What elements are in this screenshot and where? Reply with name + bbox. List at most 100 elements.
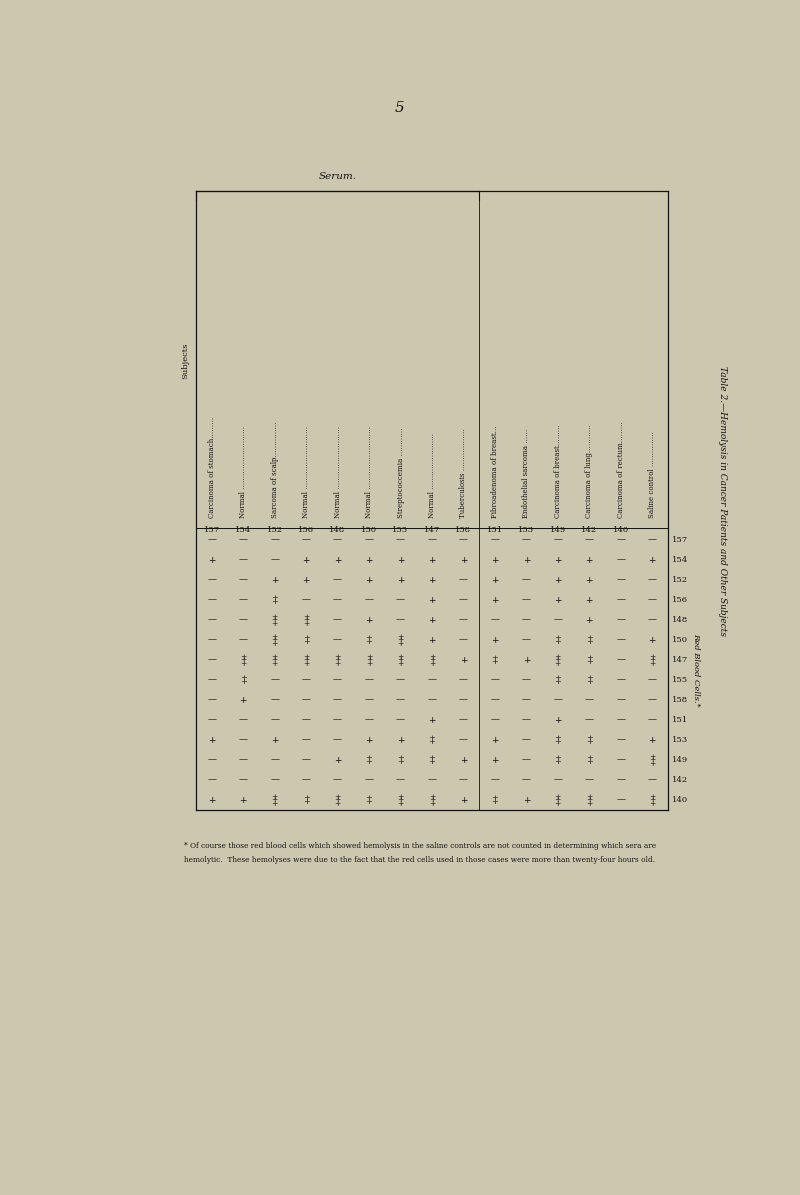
Text: —: — bbox=[396, 776, 405, 784]
Text: —: — bbox=[270, 535, 279, 545]
Text: —: — bbox=[490, 675, 499, 685]
Text: +: + bbox=[429, 660, 435, 668]
Text: +: + bbox=[649, 753, 655, 760]
Text: 142: 142 bbox=[672, 776, 688, 784]
Text: —: — bbox=[396, 615, 405, 625]
Text: —: — bbox=[616, 576, 626, 584]
Text: —: — bbox=[459, 675, 468, 685]
Text: Carcinoma of lung…………: Carcinoma of lung………… bbox=[586, 424, 594, 517]
Text: —: — bbox=[333, 595, 342, 605]
Text: +: + bbox=[271, 636, 278, 644]
Text: —: — bbox=[585, 776, 594, 784]
Text: Normal ………………………: Normal ……………………… bbox=[302, 425, 310, 517]
Text: +: + bbox=[271, 576, 278, 584]
Text: +: + bbox=[460, 656, 467, 664]
Text: —: — bbox=[616, 535, 626, 545]
Text: —: — bbox=[238, 716, 248, 724]
Text: +: + bbox=[240, 660, 246, 668]
Text: 149: 149 bbox=[550, 526, 566, 534]
Text: +: + bbox=[491, 657, 498, 666]
Text: Red Blood Cells.*: Red Blood Cells.* bbox=[692, 633, 700, 707]
Text: —: — bbox=[333, 615, 342, 625]
Text: —: — bbox=[333, 735, 342, 744]
Text: +: + bbox=[240, 656, 246, 664]
Text: —: — bbox=[616, 695, 626, 705]
Text: +: + bbox=[302, 576, 310, 584]
Text: 158: 158 bbox=[672, 695, 688, 704]
Text: —: — bbox=[365, 716, 374, 724]
Text: —: — bbox=[490, 695, 499, 705]
Text: —: — bbox=[616, 636, 626, 644]
Text: —: — bbox=[333, 776, 342, 784]
Text: 151: 151 bbox=[672, 716, 688, 724]
Text: +: + bbox=[271, 594, 278, 602]
Text: 155: 155 bbox=[672, 676, 688, 684]
Text: —: — bbox=[302, 735, 310, 744]
Text: —: — bbox=[554, 535, 562, 545]
Text: +: + bbox=[208, 556, 215, 564]
Text: —: — bbox=[270, 675, 279, 685]
Text: +: + bbox=[334, 796, 341, 804]
Text: 154: 154 bbox=[235, 526, 251, 534]
Text: —: — bbox=[365, 595, 374, 605]
Text: 155: 155 bbox=[393, 526, 409, 534]
Text: +: + bbox=[303, 656, 310, 664]
Text: Normal ……………………: Normal …………………… bbox=[428, 433, 436, 517]
Text: +: + bbox=[366, 635, 373, 642]
Text: +: + bbox=[586, 556, 593, 564]
Text: +: + bbox=[366, 795, 373, 802]
Text: —: — bbox=[648, 535, 657, 545]
Text: 153: 153 bbox=[672, 736, 688, 744]
Text: +: + bbox=[649, 799, 655, 808]
Text: +: + bbox=[398, 792, 404, 801]
Text: Normal ………………………: Normal ……………………… bbox=[334, 425, 342, 517]
Text: +: + bbox=[586, 576, 593, 584]
Text: +: + bbox=[586, 796, 593, 804]
Text: +: + bbox=[586, 758, 593, 766]
Text: +: + bbox=[649, 652, 655, 661]
Text: +: + bbox=[586, 638, 593, 645]
Text: +: + bbox=[649, 735, 656, 744]
Text: —: — bbox=[427, 776, 437, 784]
Text: +: + bbox=[429, 656, 435, 664]
Text: +: + bbox=[366, 638, 373, 645]
Text: —: — bbox=[396, 535, 405, 545]
Text: * Of course those red blood cells which showed hemolysis in the saline controls : * Of course those red blood cells which … bbox=[184, 842, 656, 850]
Text: +: + bbox=[397, 758, 404, 766]
Text: Normal ………………………: Normal ……………………… bbox=[365, 425, 373, 517]
Text: +: + bbox=[491, 735, 498, 744]
Text: —: — bbox=[365, 776, 374, 784]
Text: +: + bbox=[428, 595, 436, 605]
Text: +: + bbox=[303, 652, 310, 661]
Text: —: — bbox=[616, 716, 626, 724]
Text: +: + bbox=[554, 716, 562, 724]
Text: Carcinoma of stomach………: Carcinoma of stomach……… bbox=[208, 417, 216, 517]
Text: —: — bbox=[616, 776, 626, 784]
Text: +: + bbox=[302, 635, 310, 642]
Text: +: + bbox=[554, 576, 562, 584]
Text: 147: 147 bbox=[672, 656, 688, 664]
Text: 151: 151 bbox=[487, 526, 503, 534]
Text: —: — bbox=[302, 716, 310, 724]
Text: —: — bbox=[522, 716, 531, 724]
Text: —: — bbox=[333, 636, 342, 644]
Text: 152: 152 bbox=[266, 526, 282, 534]
Text: +: + bbox=[649, 760, 655, 767]
Text: —: — bbox=[459, 716, 468, 724]
Text: 157: 157 bbox=[672, 537, 688, 544]
Text: —: — bbox=[207, 695, 216, 705]
Text: —: — bbox=[554, 695, 562, 705]
Text: Tuberculosis ………………: Tuberculosis ……………… bbox=[459, 428, 467, 517]
Text: —: — bbox=[648, 695, 657, 705]
Text: +: + bbox=[366, 656, 372, 664]
Text: Fibroadenoma of breast…: Fibroadenoma of breast… bbox=[491, 425, 499, 517]
Text: —: — bbox=[522, 615, 531, 625]
Text: +: + bbox=[271, 792, 278, 801]
Text: +: + bbox=[429, 799, 435, 808]
Text: +: + bbox=[398, 799, 404, 808]
Text: +: + bbox=[554, 754, 562, 762]
Text: +: + bbox=[522, 556, 530, 564]
Text: +: + bbox=[586, 799, 593, 808]
Text: +: + bbox=[366, 615, 373, 625]
Text: —: — bbox=[270, 776, 279, 784]
